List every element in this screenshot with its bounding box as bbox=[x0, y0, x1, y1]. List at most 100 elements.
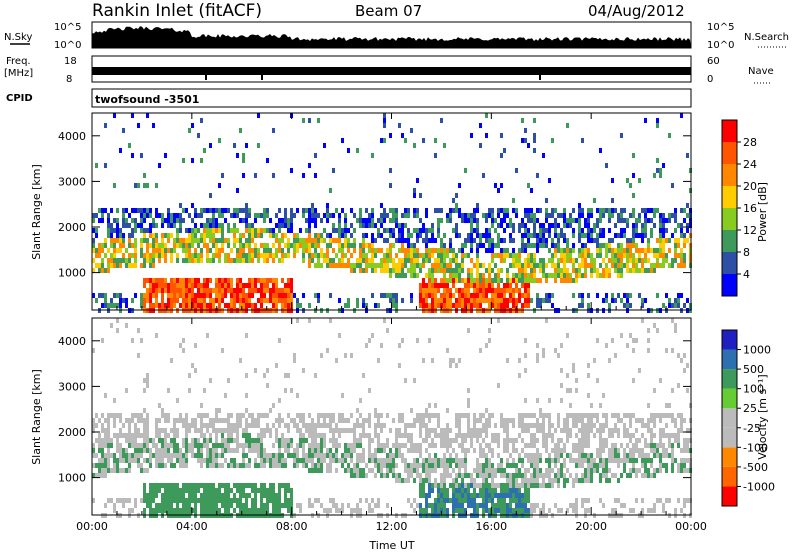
data-cell bbox=[602, 473, 605, 478]
data-cell bbox=[125, 418, 128, 423]
data-cell bbox=[230, 298, 233, 303]
data-cell bbox=[506, 248, 509, 253]
data-cell bbox=[137, 443, 140, 448]
data-cell bbox=[140, 223, 143, 228]
data-cell bbox=[242, 173, 245, 178]
data-cell bbox=[179, 203, 182, 208]
data-cell bbox=[569, 273, 572, 278]
data-cell bbox=[533, 273, 536, 278]
data-cell bbox=[314, 433, 317, 438]
data-cell bbox=[662, 503, 665, 508]
data-cell bbox=[467, 473, 470, 478]
data-cell bbox=[638, 233, 641, 238]
data-cell bbox=[566, 238, 569, 243]
data-cell bbox=[464, 453, 467, 458]
data-cell bbox=[266, 278, 269, 283]
data-cell bbox=[236, 498, 239, 503]
data-cell bbox=[134, 228, 137, 233]
data-cell bbox=[344, 238, 347, 243]
data-cell bbox=[590, 473, 593, 478]
data-cell bbox=[284, 448, 287, 453]
data-cell bbox=[212, 493, 215, 498]
data-cell bbox=[272, 233, 275, 238]
data-cell bbox=[302, 463, 305, 468]
data-cell bbox=[278, 488, 281, 493]
x-tick-label: 00:00 bbox=[675, 520, 707, 533]
data-cell bbox=[221, 288, 224, 293]
data-cell bbox=[206, 248, 209, 253]
data-cell bbox=[200, 158, 203, 163]
data-cell bbox=[383, 253, 386, 258]
data-cell bbox=[575, 498, 578, 503]
data-cell bbox=[668, 133, 671, 138]
data-cell bbox=[542, 238, 545, 243]
data-cell bbox=[449, 473, 452, 478]
data-cell bbox=[458, 418, 461, 423]
data-cell bbox=[194, 293, 197, 298]
data-cell bbox=[275, 433, 278, 438]
data-cell bbox=[176, 238, 179, 243]
data-cell bbox=[413, 208, 416, 213]
data-cell bbox=[323, 438, 326, 443]
data-cell bbox=[134, 208, 137, 213]
data-cell bbox=[236, 213, 239, 218]
data-cell bbox=[125, 453, 128, 458]
data-cell bbox=[155, 298, 158, 303]
data-cell bbox=[497, 213, 500, 218]
data-cell bbox=[107, 468, 110, 473]
data-cell bbox=[461, 458, 464, 463]
data-cell bbox=[317, 463, 320, 468]
data-cell bbox=[491, 223, 494, 228]
data-cell bbox=[308, 263, 311, 268]
data-cell bbox=[200, 498, 203, 503]
data-cell bbox=[599, 448, 602, 453]
data-cell bbox=[347, 468, 350, 473]
data-cell bbox=[263, 258, 266, 263]
data-cell bbox=[170, 233, 173, 238]
data-cell bbox=[182, 218, 185, 223]
data-cell bbox=[170, 438, 173, 443]
data-cell bbox=[125, 298, 128, 303]
data-cell bbox=[635, 428, 638, 433]
data-cell bbox=[557, 413, 560, 418]
data-cell bbox=[524, 208, 527, 213]
data-cell bbox=[209, 498, 212, 503]
data-cell bbox=[107, 443, 110, 448]
data-cell bbox=[533, 453, 536, 458]
data-cell bbox=[251, 438, 254, 443]
data-cell bbox=[287, 283, 290, 288]
data-cell bbox=[587, 433, 590, 438]
data-cell bbox=[419, 263, 422, 268]
data-cell bbox=[308, 258, 311, 263]
data-cell bbox=[572, 418, 575, 423]
data-cell bbox=[113, 228, 116, 233]
data-cell bbox=[629, 253, 632, 258]
data-cell bbox=[446, 448, 449, 453]
data-cell bbox=[347, 443, 350, 448]
data-cell bbox=[254, 233, 257, 238]
data-cell bbox=[95, 228, 98, 233]
x-tick-label: 12:00 bbox=[376, 520, 408, 533]
data-cell bbox=[284, 438, 287, 443]
data-cell bbox=[227, 283, 230, 288]
data-cell bbox=[248, 458, 251, 463]
data-cell bbox=[176, 253, 179, 258]
data-cell bbox=[386, 253, 389, 258]
data-cell bbox=[659, 168, 662, 173]
data-cell bbox=[299, 303, 302, 308]
data-cell bbox=[104, 298, 107, 303]
data-cell bbox=[398, 343, 401, 348]
data-cell bbox=[401, 258, 404, 263]
data-cell bbox=[548, 428, 551, 433]
data-cell bbox=[464, 243, 467, 248]
data-cell bbox=[164, 463, 167, 468]
data-cell bbox=[107, 498, 110, 503]
data-cell bbox=[614, 233, 617, 238]
data-cell bbox=[677, 428, 680, 433]
data-cell bbox=[293, 423, 296, 428]
data-cell bbox=[599, 248, 602, 253]
nsky-label: N.Sky bbox=[4, 32, 32, 43]
data-cell bbox=[410, 248, 413, 253]
data-cell bbox=[620, 243, 623, 248]
data-cell bbox=[536, 303, 539, 308]
